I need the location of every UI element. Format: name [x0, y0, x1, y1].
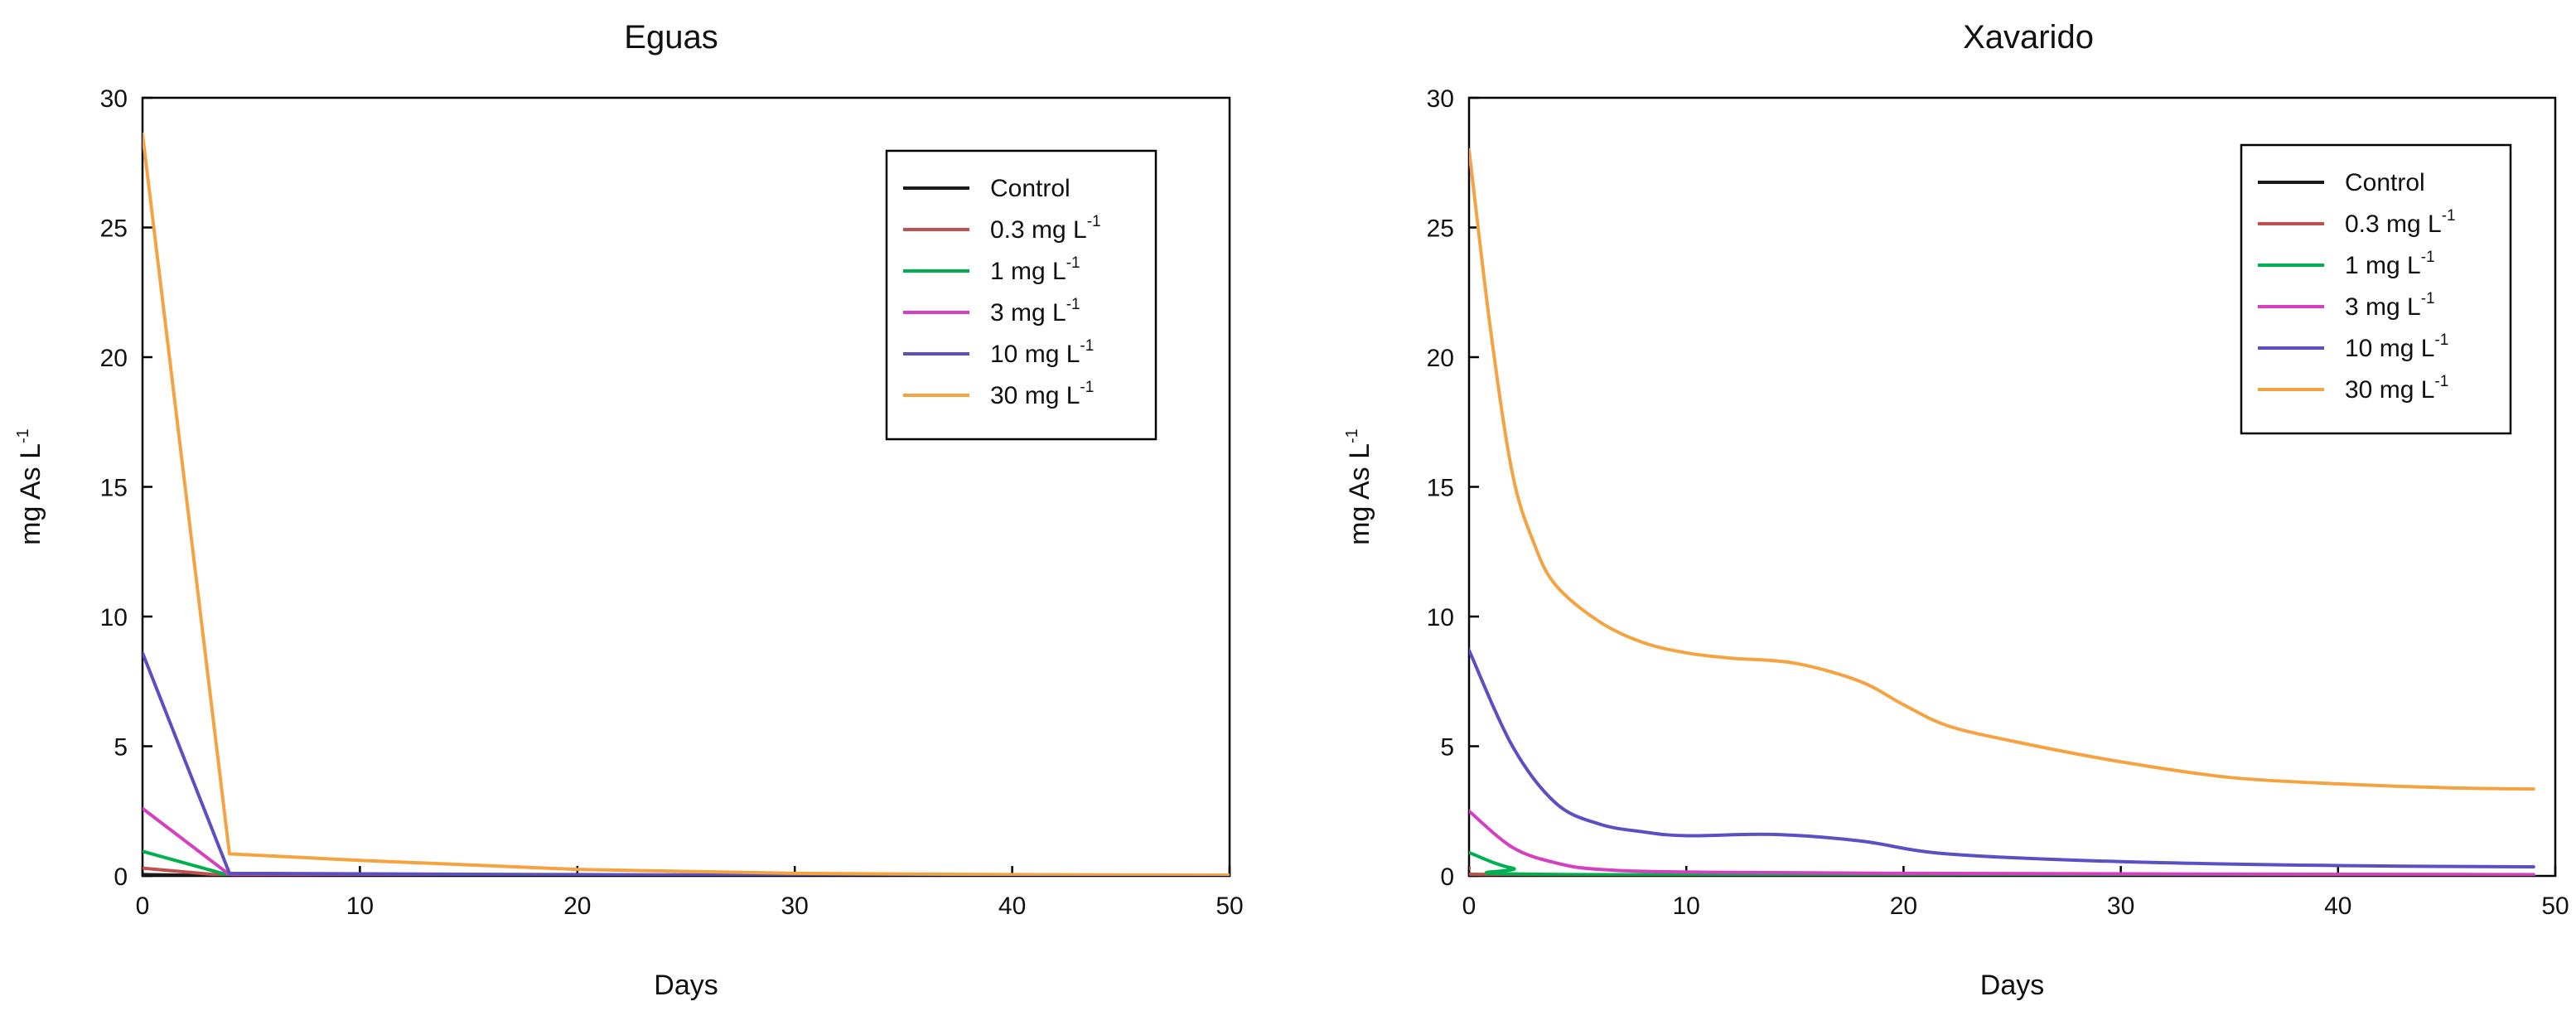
chart-title: Xavarido	[1963, 19, 2094, 56]
legend-label-superscript: -1	[2434, 331, 2448, 349]
legend-label-superscript: -1	[1087, 213, 1101, 230]
x-axis-label: Days	[1980, 970, 2044, 1001]
legend-label: 0.3 mg L-1	[990, 213, 1101, 244]
legend-label: 30 mg L-1	[990, 379, 1094, 409]
series-line-3	[143, 806, 1230, 876]
legend-label: 1 mg L-1	[2345, 249, 2435, 279]
legend-label: 1 mg L-1	[990, 254, 1080, 285]
legend-label-text: 3 mg L	[990, 299, 1066, 327]
legend-label-superscript: -1	[2442, 207, 2456, 225]
y-tick-label: 30	[100, 85, 128, 113]
legend-label: 10 mg L-1	[990, 337, 1094, 368]
legend-label-text: 30 mg L	[2345, 376, 2434, 404]
x-tick-label: 10	[1673, 892, 1700, 920]
legend-label-superscript: -1	[2421, 249, 2435, 266]
series-line-4	[143, 651, 1230, 876]
x-tick-label: 40	[2324, 892, 2351, 920]
legend-label: 3 mg L-1	[2345, 290, 2435, 321]
y-tick-label: 0	[1440, 863, 1454, 891]
legend-box	[2240, 143, 2512, 435]
y-tick-label: 15	[100, 475, 128, 502]
y-axis-label-superscript: -1	[1343, 428, 1361, 443]
legend-label-text: 10 mg L	[2345, 335, 2434, 362]
legend-label-text: 10 mg L	[990, 341, 1080, 368]
x-tick-label: 50	[1216, 892, 1243, 920]
y-tick-label: 5	[114, 734, 128, 762]
series-line-5	[143, 132, 1230, 876]
legend-label: Control	[2345, 169, 2425, 196]
legend-label-text: 0.3 mg L	[2345, 210, 2442, 238]
y-tick-label: 0	[114, 863, 128, 891]
y-tick-label: 10	[1427, 604, 1454, 631]
series-line-1	[143, 866, 1230, 876]
y-axis-label-text: mg As L	[1344, 443, 1375, 545]
series-line-4	[1469, 648, 2535, 869]
legend-label-text: Control	[2345, 169, 2425, 196]
y-tick-label: 25	[100, 215, 128, 243]
legend-label-superscript: -1	[2421, 290, 2435, 307]
series-line-3	[1469, 809, 2535, 876]
x-tick-label: 10	[346, 892, 374, 920]
legend-label-text: 1 mg L	[2345, 252, 2421, 279]
legend-label-text: Control	[990, 175, 1071, 202]
y-tick-label: 20	[100, 345, 128, 372]
x-tick-label: 20	[563, 892, 591, 920]
legend-label: 30 mg L-1	[2345, 373, 2448, 404]
legend-label: 10 mg L-1	[2345, 331, 2448, 362]
y-axis-label-text: mg As L	[15, 443, 46, 545]
y-tick-label: 25	[1427, 215, 1454, 243]
legend-label-superscript: -1	[1080, 379, 1094, 396]
x-axis-label: Days	[654, 970, 718, 1001]
y-tick-label: 30	[1427, 85, 1454, 113]
y-tick-label: 15	[1427, 475, 1454, 502]
legend-label: 3 mg L-1	[990, 296, 1080, 327]
x-tick-label: 30	[2107, 892, 2134, 920]
legend-label: Control	[990, 175, 1071, 202]
legend-label-superscript: -1	[2434, 373, 2448, 390]
series-line-5	[1469, 148, 2535, 791]
legend-label-superscript: -1	[1066, 296, 1080, 313]
legend-label: 0.3 mg L-1	[2345, 207, 2456, 238]
chart-title: Eguas	[624, 19, 718, 56]
y-axis-label: mg As L-1	[1343, 428, 1375, 545]
legend-label-text: 0.3 mg L	[990, 216, 1087, 244]
y-tick-label: 10	[100, 604, 128, 631]
legend-box	[885, 149, 1158, 441]
x-tick-label: 20	[1890, 892, 1917, 920]
legend-label-text: 30 mg L	[990, 382, 1080, 409]
legend-label-superscript: -1	[1066, 254, 1080, 272]
x-tick-label: 40	[998, 892, 1026, 920]
y-axis-label-superscript: -1	[14, 428, 32, 443]
legend-label-text: 1 mg L	[990, 258, 1066, 285]
y-axis-label: mg As L-1	[14, 428, 46, 545]
y-tick-label: 5	[1440, 734, 1454, 762]
x-tick-label: 0	[136, 892, 150, 920]
x-tick-label: 0	[1462, 892, 1476, 920]
chart-panel-xavarido: Xavarido 0 10 20 30 40 50 0 5 10 15 20 25 30 Days mg As…	[1343, 19, 2569, 1001]
series-line-0	[143, 873, 1230, 876]
x-tick-label: 30	[781, 892, 809, 920]
x-tick-label: 50	[2541, 892, 2569, 920]
legend-label-superscript: -1	[1080, 337, 1094, 355]
y-tick-label: 20	[1427, 345, 1454, 372]
legend-label-text: 3 mg L	[2345, 293, 2421, 321]
